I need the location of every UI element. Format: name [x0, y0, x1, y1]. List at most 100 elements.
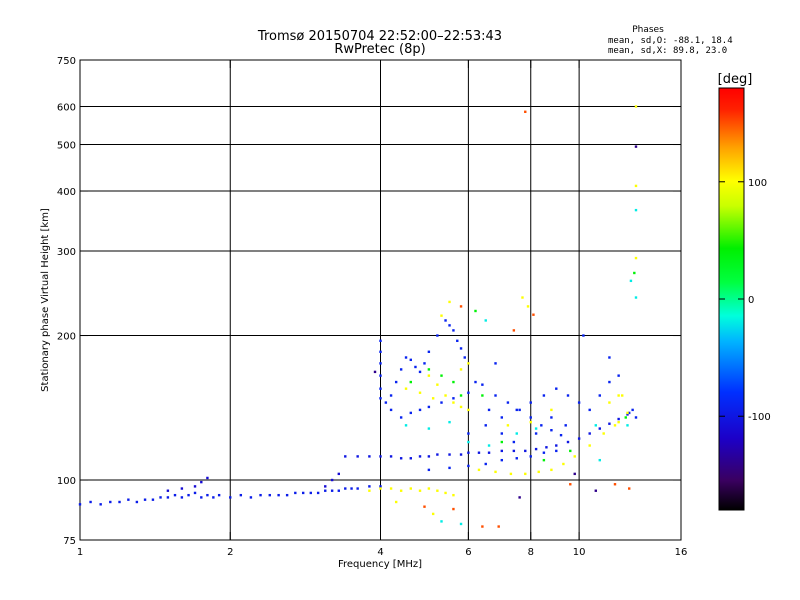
data-point — [500, 416, 504, 419]
data-point — [436, 334, 439, 337]
data-point — [608, 401, 611, 404]
data-point — [373, 370, 377, 374]
data-point — [624, 416, 627, 419]
data-point — [436, 383, 439, 386]
data-point — [180, 496, 184, 499]
data-point — [534, 447, 538, 451]
data-point — [173, 493, 177, 497]
phases-x-line: mean, sd,X: 89.8, 23.0 — [608, 46, 727, 56]
data-point — [545, 446, 548, 449]
data-point — [452, 493, 455, 497]
data-point — [542, 451, 546, 454]
data-point — [239, 493, 243, 497]
data-point — [617, 374, 620, 377]
data-point — [550, 416, 553, 419]
data-points — [78, 105, 638, 528]
data-point — [497, 525, 500, 528]
data-point — [118, 500, 121, 504]
data-point — [542, 458, 546, 462]
data-point — [459, 453, 463, 456]
y-tick-label: 500 — [57, 141, 76, 152]
data-point — [459, 347, 463, 350]
data-point — [277, 493, 280, 497]
data-point — [467, 464, 470, 468]
data-point — [431, 512, 435, 516]
data-point — [389, 394, 393, 397]
data-point — [193, 491, 197, 495]
data-point — [423, 362, 426, 365]
data-point — [459, 394, 463, 397]
data-point — [463, 356, 466, 359]
data-point — [494, 470, 497, 474]
data-point — [399, 368, 403, 371]
phases-title: Phases — [632, 25, 664, 35]
data-point — [634, 416, 638, 419]
x-tick-label: 2 — [227, 547, 233, 558]
data-point — [324, 485, 327, 488]
data-point — [212, 496, 215, 499]
data-point — [99, 503, 102, 506]
data-point — [427, 350, 431, 353]
data-point — [550, 429, 553, 432]
data-point — [598, 458, 601, 462]
data-point — [409, 358, 412, 362]
data-point — [444, 491, 447, 495]
data-point — [193, 485, 197, 488]
data-point — [542, 394, 546, 397]
data-point — [135, 500, 139, 504]
data-point — [518, 496, 521, 499]
data-point — [598, 427, 601, 430]
data-point — [613, 424, 617, 427]
data-point — [512, 329, 516, 332]
data-point — [506, 424, 510, 427]
data-point — [78, 503, 82, 506]
data-point — [389, 487, 393, 490]
data-point — [626, 411, 629, 415]
data-point — [330, 478, 334, 482]
data-point — [399, 489, 403, 492]
data-point — [427, 468, 431, 472]
data-point — [301, 491, 305, 495]
data-point — [515, 432, 518, 435]
colorbar-ticks: 100 0 -100 — [719, 178, 771, 423]
data-point — [515, 457, 518, 460]
data-point — [617, 394, 620, 397]
y-tick-label: 100 — [57, 476, 76, 487]
data-point — [617, 417, 620, 421]
data-point — [350, 487, 353, 490]
data-point — [206, 493, 209, 497]
data-point — [484, 424, 487, 427]
data-point — [452, 401, 455, 404]
data-point — [418, 455, 422, 458]
data-point — [588, 444, 591, 447]
data-point — [440, 374, 443, 377]
data-point — [573, 455, 576, 458]
data-point — [626, 413, 629, 416]
data-point — [481, 383, 484, 386]
data-point — [626, 424, 629, 427]
y-tick-label: 75 — [63, 536, 76, 547]
data-point — [617, 420, 620, 424]
data-point — [337, 472, 341, 476]
data-point — [494, 362, 497, 365]
data-point — [634, 296, 638, 299]
colorbar-label: [deg] — [718, 72, 753, 87]
data-point — [594, 424, 598, 427]
data-point — [440, 314, 443, 317]
data-point — [448, 300, 451, 304]
data-point — [452, 507, 455, 511]
data-point — [529, 401, 532, 404]
data-point — [494, 394, 497, 397]
data-point — [379, 374, 382, 377]
data-point — [344, 455, 347, 458]
data-point — [452, 397, 455, 400]
data-point — [379, 487, 382, 490]
x-tick-label: 6 — [465, 547, 471, 558]
data-point — [404, 424, 408, 427]
data-point — [440, 401, 443, 404]
data-point — [540, 424, 543, 427]
data-point — [109, 500, 112, 504]
data-point — [524, 449, 527, 453]
x-tick-label: 1 — [77, 547, 83, 558]
data-point — [379, 485, 382, 488]
